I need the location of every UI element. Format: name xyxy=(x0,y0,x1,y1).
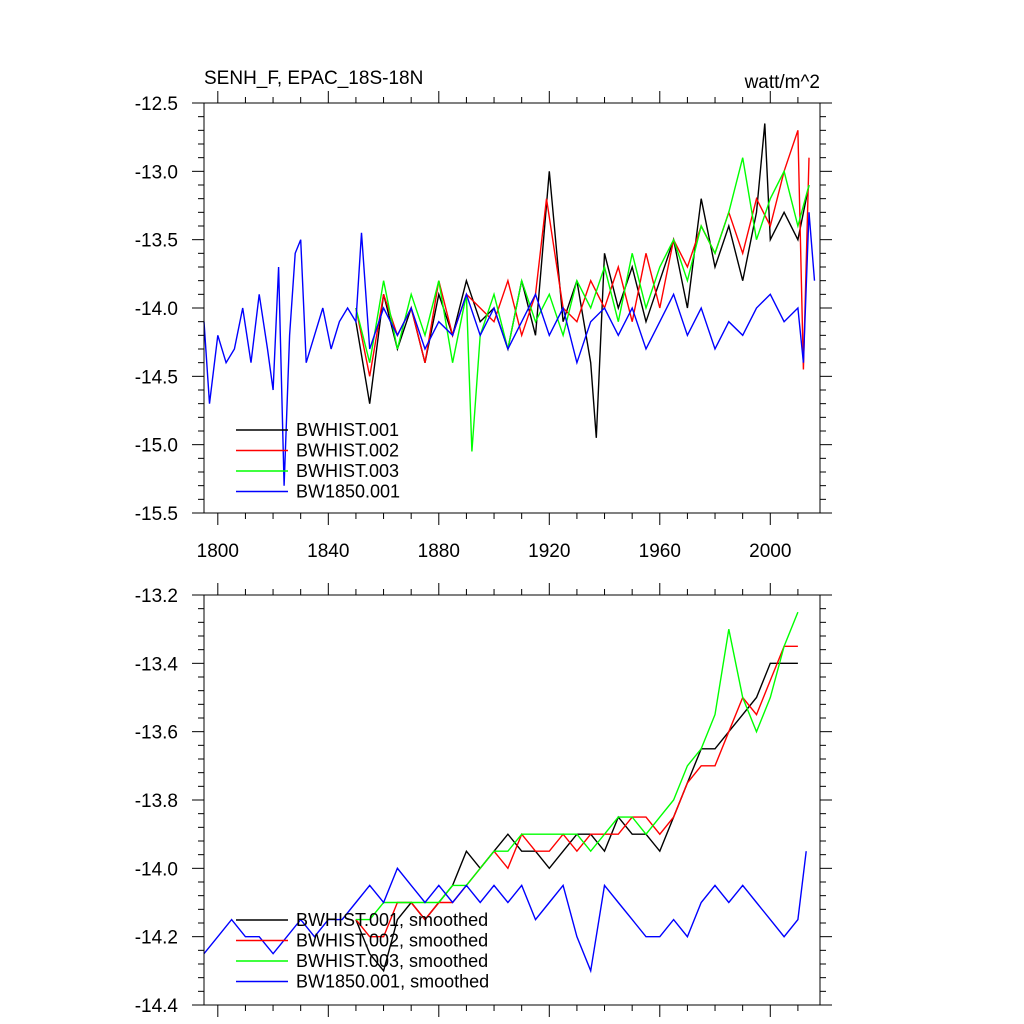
top-ytick-label-2: -13.5 xyxy=(135,231,178,252)
bottom-ytick-label-6: -14.4 xyxy=(135,996,179,1017)
top-ytick-label-1: -13.0 xyxy=(135,162,178,183)
top-xtick-label-1960: 1960 xyxy=(639,541,681,562)
bottom-ytick-label-0: -13.2 xyxy=(135,586,178,607)
bottom-series-lines xyxy=(203,611,807,974)
top-axis-ticks: 1800 1840 1880 1920 1960 2000 -12.5 -13.0 -13.5 -… xyxy=(135,91,832,562)
bottom-legend-label-bwhist-003-smoothed: BWHIST.003, smoothed xyxy=(296,951,488,971)
top-legend-label-bwhist-002: BWHIST.002 xyxy=(296,441,399,461)
top-series-lines xyxy=(203,123,816,486)
top-xtick-label-1800: 1800 xyxy=(197,541,239,562)
bottom-ytick-label-1: -13.4 xyxy=(135,654,179,675)
bottom-ytick-label-5: -14.2 xyxy=(135,928,178,949)
top-legend-label-bwhist-003: BWHIST.003 xyxy=(296,461,399,481)
top-xtick-label-1920: 1920 xyxy=(528,541,570,562)
bottom-axis-ticks: -13.2 -13.4 -13.6 -13.8 -14.0 -14.2 -14.4 xyxy=(135,583,832,1017)
bottom-legend-label-bwhist-001-smoothed: BWHIST.001, smoothed xyxy=(296,910,488,930)
bottom-series-line-bwhist-002-smoothed xyxy=(355,645,798,938)
top-series-line-bwhist-003 xyxy=(355,157,810,452)
top-legend-label-bwhist-001: BWHIST.001 xyxy=(296,420,399,440)
top-panel: SENH_F, EPAC_18S-18N watt/m^2 1800 1840 18… xyxy=(135,68,832,562)
top-ytick-label-0: -12.5 xyxy=(135,94,178,115)
top-ytick-label-6: -15.5 xyxy=(135,504,178,525)
top-xtick-label-1840: 1840 xyxy=(307,541,349,562)
top-panel-title: SENH_F, EPAC_18S-18N xyxy=(204,68,423,89)
bottom-ytick-label-3: -13.8 xyxy=(135,791,178,812)
bottom-series-line-bwhist-003-smoothed xyxy=(355,611,799,921)
top-legend-label-bw1850-001: BW1850.001 xyxy=(296,482,400,502)
top-series-line-bw1850-001 xyxy=(203,212,816,486)
top-panel-units: watt/m^2 xyxy=(744,72,820,93)
top-ytick-label-4: -14.5 xyxy=(135,367,178,388)
top-xtick-label-2000: 2000 xyxy=(749,541,791,562)
top-series-line-bwhist-001 xyxy=(355,123,810,438)
bottom-series-line-bw1850-001-smoothed xyxy=(203,851,807,974)
bottom-ytick-label-2: -13.6 xyxy=(135,723,178,744)
bottom-panel: -13.2 -13.4 -13.6 -13.8 -14.0 -14.2 -14.4 BWHI… xyxy=(135,583,832,1017)
top-xtick-label-1880: 1880 xyxy=(418,541,460,562)
top-ytick-label-5: -15.0 xyxy=(135,436,178,457)
top-ytick-label-3: -14.0 xyxy=(135,299,178,320)
bottom-legend-label-bwhist-002-smoothed: BWHIST.002, smoothed xyxy=(296,931,488,951)
bottom-legend-label-bw1850-001-smoothed: BW1850.001, smoothed xyxy=(296,972,489,992)
bottom-ytick-label-4: -14.0 xyxy=(135,859,178,880)
top-series-line-bwhist-002 xyxy=(355,130,810,377)
